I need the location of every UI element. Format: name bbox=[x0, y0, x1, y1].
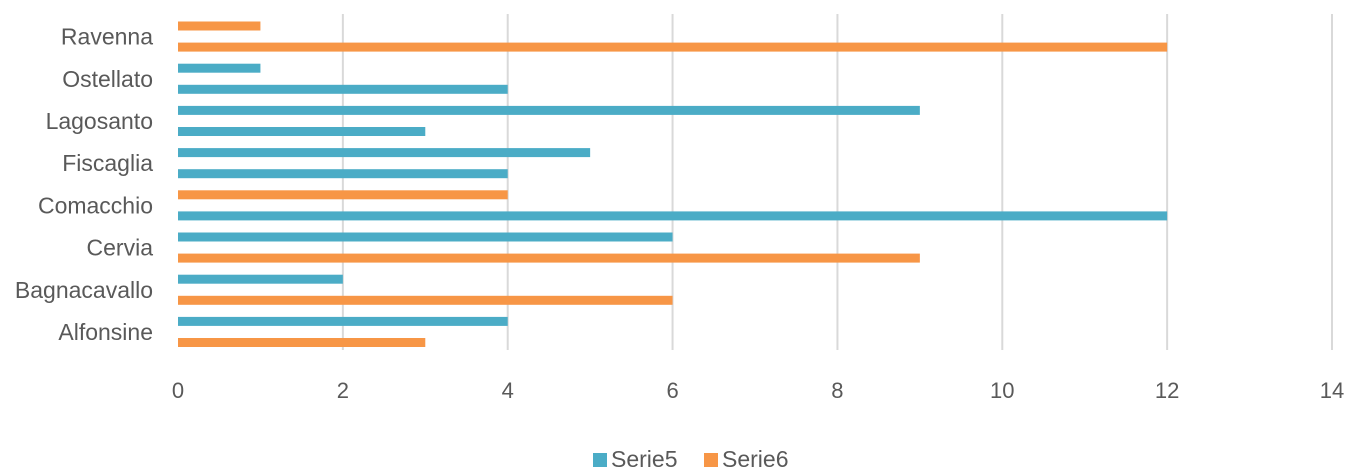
legend-swatch-serie6 bbox=[704, 453, 718, 467]
bar-serie5 bbox=[178, 169, 508, 179]
x-tick-label: 6 bbox=[666, 378, 678, 403]
bar-serie5 bbox=[178, 63, 261, 73]
category-label: Bagnacavallo bbox=[15, 277, 153, 303]
category-label: Ravenna bbox=[61, 24, 153, 50]
x-tick-label: 2 bbox=[337, 378, 349, 403]
category-label: Ostellato bbox=[62, 66, 153, 92]
legend-swatch-serie5 bbox=[593, 453, 607, 467]
bar-serie6 bbox=[178, 338, 426, 347]
bar-serie5 bbox=[178, 84, 508, 94]
bar-serie5 bbox=[178, 274, 343, 284]
category-label: Comacchio bbox=[38, 192, 153, 218]
bar-serie5 bbox=[178, 232, 673, 242]
category-label: Alfonsine bbox=[58, 319, 153, 345]
bar-serie5 bbox=[178, 127, 426, 136]
category-label: Fiscaglia bbox=[62, 150, 153, 176]
bar-serie5 bbox=[178, 105, 920, 115]
bar-serie5 bbox=[178, 148, 591, 158]
bar-serie6 bbox=[178, 253, 920, 263]
x-tick-label: 4 bbox=[502, 378, 514, 403]
x-tick-label: 12 bbox=[1155, 378, 1179, 403]
bar-serie5 bbox=[178, 211, 1168, 221]
bar-serie6 bbox=[178, 295, 673, 305]
gridlines bbox=[341, 14, 1333, 350]
bar-serie6 bbox=[178, 42, 1168, 52]
legend-label-serie5: Serie5 bbox=[611, 446, 677, 470]
x-tick-label: 8 bbox=[831, 378, 843, 403]
legend-label-serie6: Serie6 bbox=[722, 446, 788, 470]
category-label: Cervia bbox=[87, 235, 154, 261]
bars bbox=[178, 21, 1168, 347]
x-tick-label: 0 bbox=[172, 378, 184, 403]
x-tick-label: 14 bbox=[1320, 378, 1344, 403]
x-axis-ticks: 0 2 4 6 8 10 12 14 bbox=[172, 378, 1344, 403]
legend: Serie5 Serie6 bbox=[593, 446, 788, 470]
y-axis-categories: Ravenna Ostellato Lagosanto Fiscaglia Comacc… bbox=[15, 24, 153, 345]
category-label: Lagosanto bbox=[46, 108, 153, 134]
bar-serie5 bbox=[178, 316, 508, 326]
bar-serie6 bbox=[178, 21, 261, 31]
x-tick-label: 10 bbox=[990, 378, 1014, 403]
bar-serie6 bbox=[178, 190, 508, 200]
